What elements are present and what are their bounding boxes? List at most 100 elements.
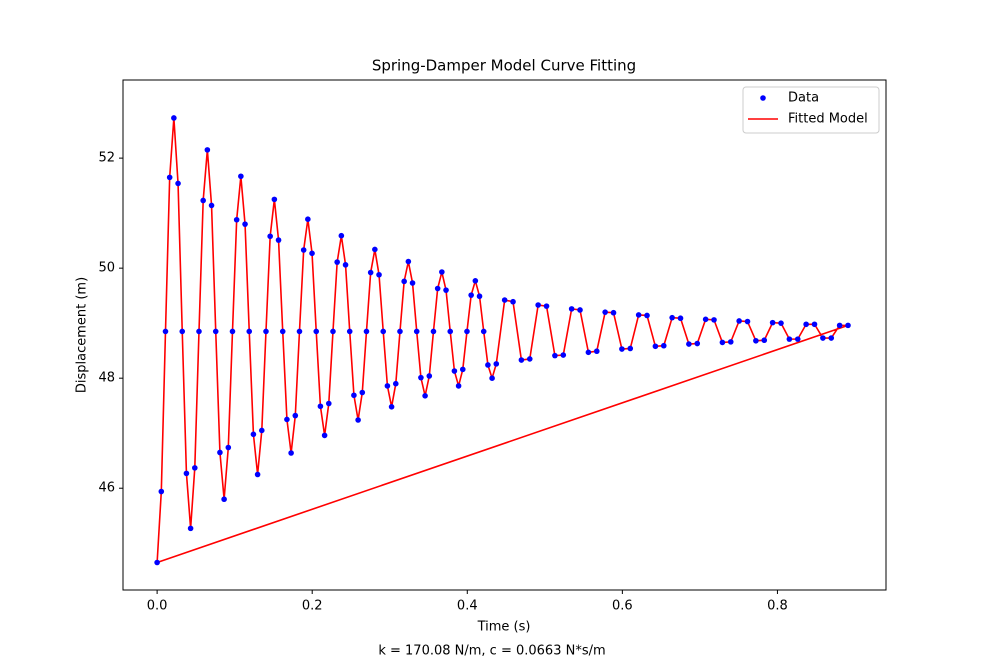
data-point: [526, 356, 533, 362]
data-point: [719, 339, 726, 346]
data-point: [233, 216, 240, 223]
y-tick-label: 48: [98, 371, 115, 386]
data-point: [171, 115, 177, 121]
data-point: [229, 328, 236, 335]
data-point: [162, 328, 169, 335]
annotation: k = 170.08 N/m, c = 0.0663 N*s/m: [378, 644, 605, 659]
data-point: [577, 307, 583, 313]
data-point: [372, 246, 378, 253]
data-point: [836, 322, 843, 329]
legend-label: Fitted Model: [788, 112, 868, 127]
data-point: [820, 335, 826, 341]
data-point: [489, 375, 495, 381]
plot-frame: [122, 79, 887, 591]
data-point: [246, 328, 253, 335]
data-point: [196, 328, 202, 335]
data-point: [204, 147, 211, 153]
data-point: [543, 303, 550, 309]
data-point: [585, 349, 592, 356]
data-point: [242, 221, 248, 227]
data-point: [828, 335, 835, 341]
data-point: [480, 328, 487, 335]
data-point: [221, 496, 227, 503]
data-point: [560, 352, 567, 358]
data-point: [325, 400, 332, 407]
data-point: [175, 180, 181, 187]
data-point: [434, 285, 441, 292]
data-point: [397, 328, 403, 335]
data-point: [501, 297, 508, 303]
data-point: [275, 237, 282, 243]
data-point: [300, 247, 307, 253]
x-tick-label: 0.0: [147, 599, 168, 614]
data-point: [686, 341, 692, 347]
data-point: [439, 269, 445, 275]
data-point: [313, 328, 320, 335]
data-point: [351, 392, 357, 399]
x-tick-label: 0.2: [302, 599, 323, 614]
data-point: [254, 471, 261, 478]
data-point: [208, 202, 215, 209]
data-point: [250, 431, 257, 438]
data-point: [610, 309, 617, 316]
data-point: [472, 278, 479, 284]
data-point: [321, 432, 328, 439]
data-point: [317, 403, 324, 410]
data-point: [367, 269, 374, 276]
data-point: [334, 259, 340, 265]
data-point: [464, 328, 470, 335]
data-point: [388, 403, 395, 410]
model-line: [156, 117, 849, 564]
data-point: [183, 470, 190, 477]
data-point: [200, 197, 206, 204]
data-point: [753, 337, 759, 344]
legend-box: [742, 86, 880, 134]
data-point: [413, 328, 420, 335]
data-point: [803, 321, 809, 328]
data-point: [811, 321, 818, 328]
data-point: [267, 233, 273, 240]
data-point: [786, 336, 793, 342]
legend-marker: [760, 95, 766, 101]
data-point: [447, 328, 454, 335]
data-point: [338, 232, 345, 239]
data-point: [309, 250, 315, 257]
data-point: [401, 278, 407, 285]
data-point: [330, 328, 336, 335]
data-point: [271, 196, 278, 203]
data-point: [346, 328, 353, 335]
y-axis-label: Displacement (m): [75, 277, 90, 393]
data-point: [493, 361, 500, 367]
data-point: [769, 319, 776, 326]
data-point: [451, 368, 458, 374]
data-point: [635, 312, 642, 318]
x-tick-label: 0.6: [612, 599, 633, 614]
data-point: [292, 412, 299, 419]
data-point: [296, 328, 303, 335]
data-point: [794, 336, 801, 342]
data-point: [187, 525, 194, 532]
data-point: [459, 366, 466, 373]
data-point: [485, 362, 491, 368]
data-point: [288, 450, 294, 456]
data-point: [166, 174, 173, 181]
data-point: [422, 392, 428, 399]
data-point: [158, 488, 165, 495]
data-point: [384, 383, 391, 389]
data-point: [602, 309, 608, 315]
data-point: [593, 348, 600, 355]
data-point: [510, 298, 516, 305]
data-point: [443, 287, 449, 293]
data-point: [535, 302, 541, 308]
data-point: [359, 389, 366, 396]
data-point: [744, 318, 751, 325]
data-point: [455, 383, 462, 389]
data-point: [430, 328, 437, 335]
data-point: [652, 343, 659, 350]
data-point: [179, 328, 186, 335]
data-point: [518, 357, 525, 363]
data-point: [418, 374, 424, 381]
data-point: [727, 339, 734, 345]
data-point: [778, 320, 784, 326]
